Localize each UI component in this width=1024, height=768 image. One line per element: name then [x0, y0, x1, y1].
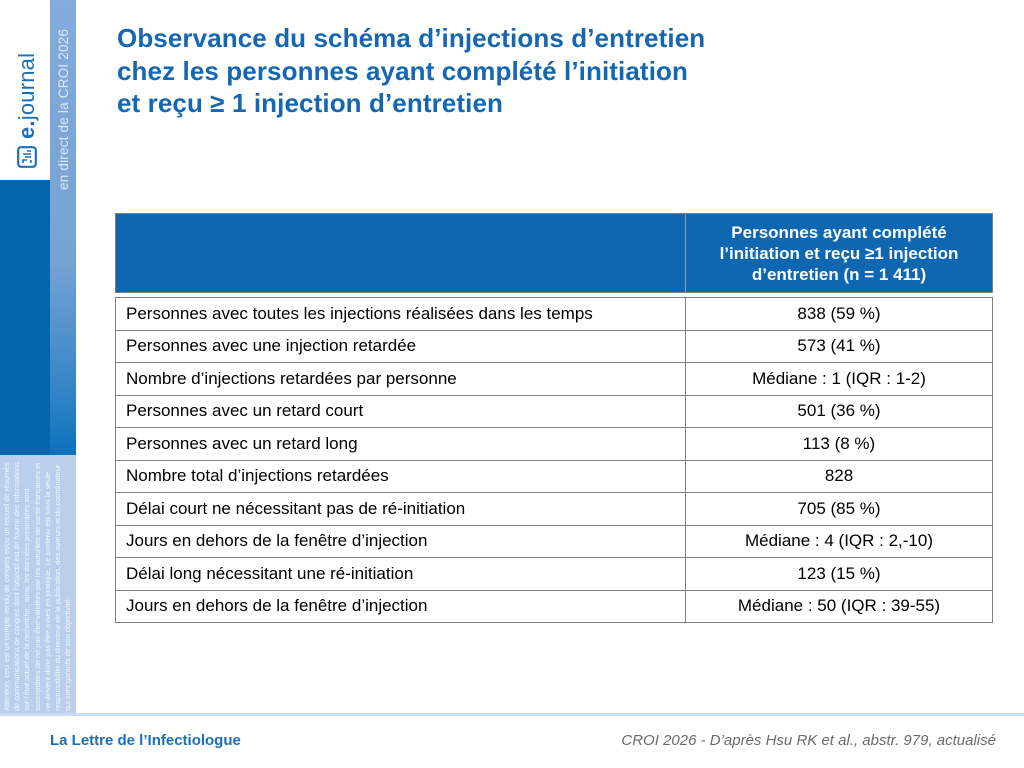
row-label: Personnes avec toutes les injections réa… — [115, 297, 686, 331]
journal-name: La Lettre de l’Infectiologue — [50, 732, 241, 749]
table-row: Personnes avec une injection retardée 573… — [115, 329, 993, 363]
row-label: Délai long nécessitant une ré-initiation — [115, 557, 686, 591]
table-row: Nombre d’injections retardées par person… — [115, 362, 993, 396]
table-row: Jours en dehors de la fenêtre d’injectio… — [115, 589, 993, 623]
title-line-2: chez les personnes ayant complété l’init… — [117, 55, 688, 86]
disclaimer: Attention, ceci est un compte-rendu de c… — [2, 457, 74, 711]
table-header-col2: Personnes ayant complété l’initiation et… — [719, 222, 959, 284]
row-value: 828 — [685, 459, 993, 493]
title-line-1: Observance du schéma d’injections d’entr… — [117, 23, 706, 53]
banner: en direct de la CROI 2026 — [50, 18, 76, 190]
row-label: Jours en dehors de la fenêtre d’injectio… — [115, 589, 686, 623]
banner-text: en direct de la CROI 2026 — [55, 28, 71, 190]
row-label: Personnes avec une injection retardée — [115, 329, 686, 363]
row-value: 705 (85 %) — [685, 492, 993, 526]
row-value: Médiane : 50 (IQR : 39-55) — [685, 589, 993, 623]
row-value: 123 (15 %) — [685, 557, 993, 591]
disclaimer-background — [0, 455, 76, 713]
row-label: Nombre d’injections retardées par person… — [115, 362, 686, 396]
table-row: Délai court ne nécessitant pas de ré-ini… — [115, 492, 993, 526]
row-value: Médiane : 4 (IQR : 2,-10) — [685, 524, 993, 558]
table-row: Personnes avec un retard court 501 (36 %) — [115, 394, 993, 428]
row-label: Personnes avec un retard court — [115, 394, 686, 428]
row-label: Personnes avec un retard long — [115, 427, 686, 461]
sidebar-banner-strip — [50, 0, 76, 455]
table-row: Nombre total d’injections retardées 828 — [115, 459, 993, 493]
row-label: Délai court ne nécessitant pas de ré-ini… — [115, 492, 686, 526]
row-value: 501 (36 %) — [685, 394, 993, 428]
results-table-body: Personnes avec toutes les injections réa… — [115, 297, 993, 623]
row-label: Jours en dehors de la fenêtre d’injectio… — [115, 524, 686, 558]
ejournal-logo: e.journal — [6, 18, 48, 168]
row-value: 838 (59 %) — [685, 297, 993, 331]
ejournal-logo-text: e.journal — [14, 53, 40, 139]
disclaimer-text: Attention, ceci est un compte-rendu de c… — [2, 462, 73, 711]
source-citation: CROI 2026 - D’après Hsu RK et al., abstr… — [621, 732, 996, 749]
table-row: Délai long nécessitant une ré-initiation… — [115, 557, 993, 591]
table-row: Personnes avec un retard long 113 (8 %) — [115, 427, 993, 461]
table-row: Personnes avec toutes les injections réa… — [115, 297, 993, 331]
row-label: Nombre total d’injections retardées — [115, 459, 686, 493]
table-header: Personnes ayant complété l’initiation et… — [115, 213, 993, 293]
sidebar-dark-block — [0, 180, 50, 455]
logo-bold-part: e. — [14, 120, 39, 139]
table-header-col1 — [116, 214, 686, 292]
table-row: Jours en dehors de la fenêtre d’injectio… — [115, 524, 993, 558]
footer-divider — [0, 713, 1024, 716]
row-value: 573 (41 %) — [685, 329, 993, 363]
document-chart-icon — [17, 146, 37, 168]
results-table: Personnes avec toutes les injections réa… — [115, 297, 993, 623]
row-value: 113 (8 %) — [685, 427, 993, 461]
title-line-3: et reçu ≥ 1 injection d’entretien — [117, 88, 503, 118]
row-value: Médiane : 1 (IQR : 1-2) — [685, 362, 993, 396]
page-title: Observance du schéma d’injections d’entr… — [117, 22, 705, 120]
logo-rest-part: journal — [14, 52, 39, 121]
